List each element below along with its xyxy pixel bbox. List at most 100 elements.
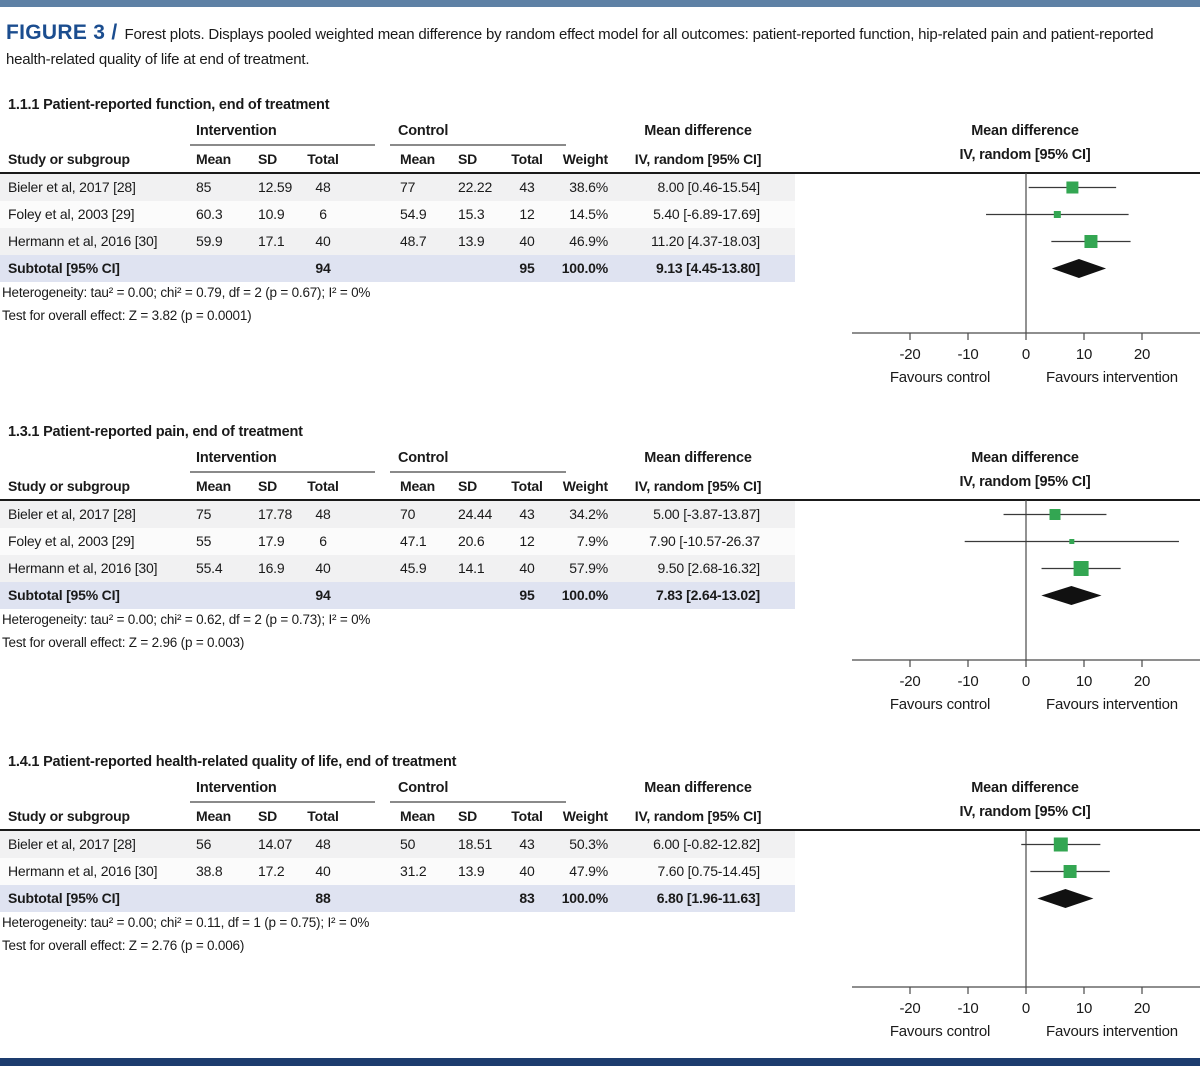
subtotal-cell: 100.0% [561,587,608,603]
subtotal-cell [346,885,398,912]
group-header-control: Control [398,123,449,139]
study-cell: Bieler et al, 2017 [28] [8,179,136,195]
study-cell: 43 [519,506,535,522]
study-cell: 40 [315,560,331,576]
study-cell: Hermann et al, 2016 [30] [8,560,158,576]
study-cell: 7.90 [-10.57-26.37 [649,533,760,549]
study-cell: 8.00 [0.46-15.54] [657,179,761,195]
forest-plot-canvas: -20 -10 0 10 20 Favours control Favours interv… [852,830,1200,1040]
subtotal-cell [346,582,398,609]
subtotal-cell [458,582,508,609]
study-cell: 9.50 [2.68-16.32] [657,560,761,576]
plot-header-line2: IV, random [95% CI] [959,804,1091,820]
axis-tick-label: 0 [1022,346,1030,363]
column-header: Total [511,808,543,824]
forest-section: 1.1.1 Patient-reported function, end of … [0,97,1200,409]
subtotal-cell [398,255,458,282]
column-header [346,147,398,172]
study-cell [346,201,398,228]
study-cell: 5.40 [-6.89-17.69] [653,206,760,222]
study-cell: 31.2 [400,863,427,879]
axis-tick-label: 10 [1076,1000,1092,1017]
study-row: Foley et al, 2003 [29] 55 17.9 6 47.1 20.6 12 7… [0,528,795,555]
study-cell: Bieler et al, 2017 [28] [8,836,136,852]
axis-tick-label: 20 [1134,1000,1150,1017]
study-cell: 47.1 [400,533,427,549]
study-cell [346,501,398,528]
group-header-intervention: Intervention [196,123,277,139]
favours-control-label: Favours control [890,1023,990,1040]
study-cell: 38.8 [196,863,223,879]
header-rule [0,172,1200,174]
figure-caption: FIGURE 3 /Forest plots. Displays pooled … [6,20,1194,72]
subtotal-cell: Subtotal [95% CI] [8,587,120,603]
study-cell: 17.78 [258,506,293,522]
group-header-control: Control [398,780,449,796]
study-row: Foley et al, 2003 [29] 60.3 10.9 6 54.9 15.3 1… [0,201,795,228]
effect-square [1084,235,1098,248]
subtotal-cell: 88 [315,890,331,906]
subtotal-row: Subtotal [95% CI] 88 83 100.0% 6.80 [1.96-11… [0,885,795,912]
subtotal-cell: 95 [519,260,535,276]
plot-header-line1: Mean difference [971,123,1079,139]
axis-tick-label: -10 [957,1000,978,1017]
study-cell: 14.1 [458,560,485,576]
column-header: Weight [562,151,608,167]
subtotal-cell: 83 [519,890,535,906]
section-title: 1.3.1 Patient-reported pain, end of trea… [8,424,303,440]
mean-difference-header-line1: Mean difference [644,450,752,466]
forest-section: 1.4.1 Patient-reported health-related qu… [0,754,1200,1066]
study-cell: 45.9 [400,560,427,576]
study-cell: 12 [519,533,535,549]
favours-intervention-label: Favours intervention [1046,696,1178,713]
study-cell [346,858,398,885]
study-row: Hermann et al, 2016 [30] 38.8 17.2 40 31.2 13… [0,858,795,885]
study-cell: 47.9% [569,863,608,879]
subtotal-cell [190,582,248,609]
subtotal-cell: 9.13 [4.45-13.80] [655,260,760,276]
study-cell: 48 [315,506,331,522]
study-cell: 50 [400,836,416,852]
study-row: Bieler et al, 2017 [28] 85 12.59 48 77 22.22 4… [0,174,795,201]
study-cell: 34.2% [569,506,608,522]
study-cell: 11.20 [4.37-18.03] [650,233,760,249]
column-header: Mean [196,478,231,494]
subtotal-cell [190,885,248,912]
overall-effect-text: Test for overall effect: Z = 3.82 (p = 0… [2,308,252,323]
heterogeneity-text: Heterogeneity: tau² = 0.00; chi² = 0.11,… [2,915,370,930]
study-cell [346,174,398,201]
favours-intervention-label: Favours intervention [1046,369,1178,386]
column-header: Mean [400,808,435,824]
column-header: IV, random [95% CI] [634,808,762,824]
overall-effect-text: Test for overall effect: Z = 2.96 (p = 0… [2,635,245,650]
study-cell: 17.9 [258,533,285,549]
study-cell: 15.3 [458,206,485,222]
heterogeneity-text: Heterogeneity: tau² = 0.00; chi² = 0.79,… [2,285,371,300]
study-cell: 24.44 [458,506,493,522]
column-header: SD [458,478,478,494]
study-cell: 12 [519,206,535,222]
section-title: 1.1.1 Patient-reported function, end of … [8,97,330,113]
study-cell: Hermann et al, 2016 [30] [8,863,158,879]
subtotal-cell [248,255,300,282]
favours-control-label: Favours control [890,369,990,386]
forest-plot-canvas: -20 -10 0 10 20 Favours control Favours interv… [852,500,1200,713]
subtotal-diamond [1041,586,1102,605]
study-cell: 38.6% [569,179,608,195]
subtotal-cell [190,255,248,282]
study-cell: 12.59 [258,179,293,195]
subtotal-cell [398,582,458,609]
study-row: Hermann et al, 2016 [30] 59.9 17.1 40 48.7 13… [0,228,795,255]
column-header: Total [511,151,543,167]
effect-square [1049,509,1061,520]
study-cell [346,528,398,555]
group-header-intervention: Intervention [196,780,277,796]
study-cell: 40 [519,233,535,249]
study-cell: 55 [196,533,212,549]
forest-section: 1.3.1 Patient-reported pain, end of trea… [0,424,1200,736]
effect-square [1069,539,1075,544]
study-cell: 22.22 [458,179,493,195]
subtotal-cell [248,885,300,912]
column-header: Total [307,151,339,167]
study-cell: 50.3% [569,836,608,852]
